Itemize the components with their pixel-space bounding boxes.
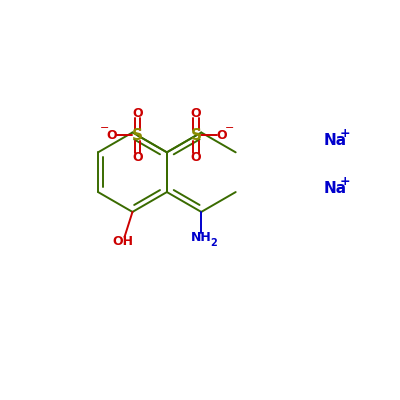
Text: O: O [191,151,202,164]
Text: S: S [132,128,143,143]
Text: O: O [132,107,143,120]
Text: O: O [191,107,202,120]
Text: O: O [217,129,227,142]
Text: +: + [340,127,350,140]
Text: −: − [100,123,109,133]
Text: S: S [191,128,202,143]
Text: NH: NH [191,231,212,244]
Text: Na: Na [323,133,346,148]
Text: +: + [340,175,350,188]
Text: OH: OH [112,235,133,248]
Text: O: O [132,151,143,164]
Text: 2: 2 [210,238,216,248]
Text: −: − [225,123,234,133]
Text: Na: Na [323,180,346,196]
Text: O: O [106,129,117,142]
